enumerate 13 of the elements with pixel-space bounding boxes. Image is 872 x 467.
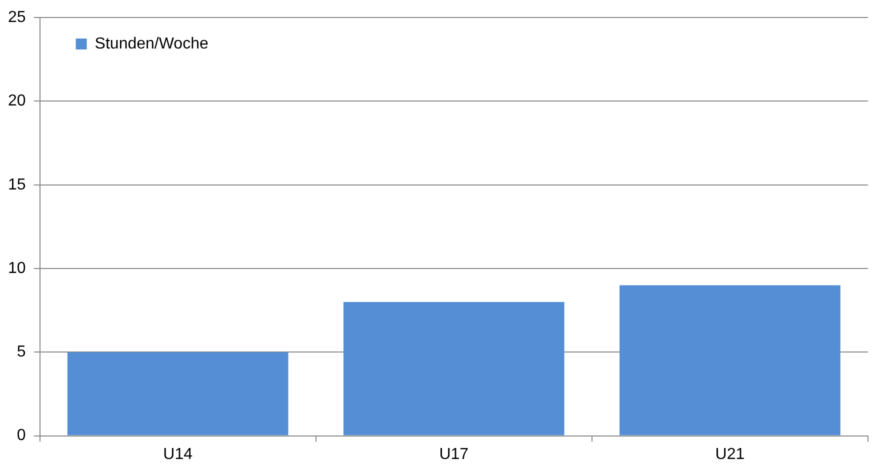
bar <box>67 352 288 436</box>
bar <box>343 302 564 436</box>
legend-label: Stunden/Woche <box>94 35 208 52</box>
y-tick-label: 5 <box>16 344 26 361</box>
x-tick-label: U14 <box>163 446 193 463</box>
y-tick-label: 25 <box>8 9 26 26</box>
y-tick-label: 15 <box>8 176 26 194</box>
x-tick-label: U21 <box>715 446 745 463</box>
y-tick-label: 10 <box>8 260 26 277</box>
bar <box>620 285 840 436</box>
y-tick-label: 20 <box>8 92 26 110</box>
x-tick-label: U17 <box>439 446 469 463</box>
y-tick-label: 0 <box>16 427 26 444</box>
